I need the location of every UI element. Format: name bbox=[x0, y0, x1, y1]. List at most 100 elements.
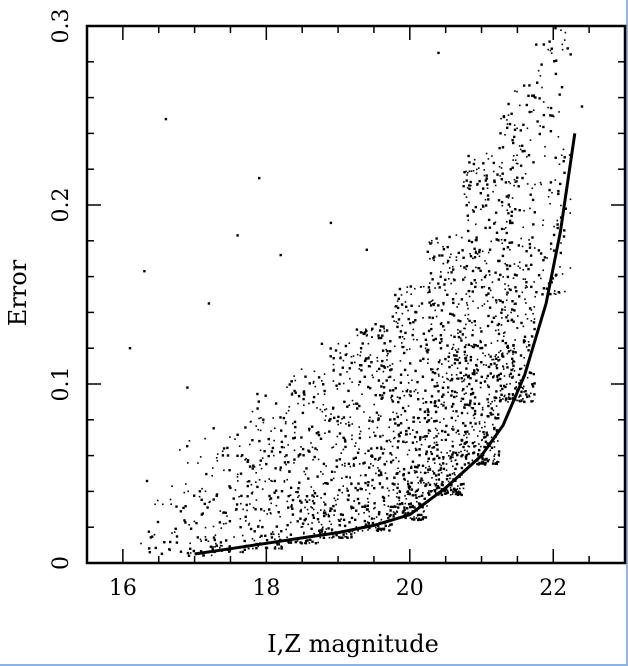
scatter-point bbox=[437, 304, 440, 307]
scatter-point bbox=[450, 405, 454, 408]
scatter-point bbox=[312, 459, 314, 461]
scatter-point bbox=[484, 425, 486, 428]
scatter-point bbox=[499, 384, 503, 387]
scatter-point bbox=[276, 496, 280, 499]
scatter-point bbox=[537, 249, 541, 252]
scatter-point bbox=[471, 392, 474, 396]
scatter-point bbox=[463, 171, 466, 174]
scatter-point bbox=[523, 357, 525, 359]
scatter-point bbox=[451, 445, 454, 448]
scatter-point bbox=[532, 321, 536, 324]
scatter-point bbox=[517, 244, 520, 247]
scatter-point bbox=[290, 380, 292, 383]
scatter-point bbox=[398, 460, 400, 463]
scatter-point bbox=[529, 254, 533, 257]
scatter-point bbox=[488, 226, 492, 229]
scatter-point bbox=[388, 529, 391, 532]
scatter-point bbox=[364, 504, 366, 507]
scatter-point bbox=[517, 265, 520, 267]
scatter-point bbox=[419, 345, 423, 348]
scatter-point bbox=[508, 181, 510, 183]
scatter-point bbox=[522, 123, 525, 126]
scatter-point bbox=[433, 304, 435, 307]
scatter-point bbox=[389, 440, 392, 443]
scatter-point bbox=[397, 496, 401, 499]
scatter-point bbox=[307, 523, 309, 526]
scatter-point bbox=[462, 388, 465, 391]
scatter-point bbox=[382, 386, 386, 389]
scatter-point bbox=[235, 509, 237, 511]
scatter-point bbox=[422, 332, 425, 335]
scatter-point bbox=[465, 170, 467, 173]
scatter-point bbox=[270, 536, 274, 539]
scatter-point bbox=[432, 338, 435, 342]
scatter-point bbox=[513, 370, 516, 372]
scatter-point bbox=[243, 539, 246, 543]
scatter-point bbox=[444, 438, 447, 442]
scatter-point bbox=[329, 355, 332, 358]
scatter-point bbox=[346, 371, 348, 373]
scatter-point bbox=[450, 282, 452, 285]
scatter-point bbox=[332, 446, 335, 448]
scatter-point bbox=[398, 490, 401, 494]
scatter-point bbox=[409, 433, 411, 435]
scatter-point bbox=[516, 176, 519, 179]
scatter-point bbox=[427, 362, 429, 364]
scatter-point bbox=[394, 345, 396, 348]
scatter-point bbox=[478, 248, 481, 252]
scatter-point bbox=[458, 444, 461, 446]
scatter-point bbox=[444, 357, 447, 361]
scatter-point bbox=[246, 509, 248, 512]
scatter-point bbox=[532, 372, 535, 376]
scatter-point bbox=[374, 323, 377, 326]
scatter-point bbox=[420, 477, 423, 480]
scatter-point bbox=[241, 534, 244, 537]
scatter-point bbox=[418, 305, 420, 307]
scatter-point bbox=[347, 494, 350, 497]
scatter-point bbox=[474, 205, 477, 209]
scatter-point bbox=[550, 248, 552, 250]
scatter-point bbox=[486, 324, 490, 328]
scatter-point bbox=[308, 382, 311, 385]
scatter-point bbox=[387, 505, 389, 508]
scatter-point bbox=[505, 195, 508, 198]
scatter-point bbox=[427, 481, 430, 484]
scatter-point bbox=[431, 490, 434, 492]
scatter-point bbox=[478, 423, 481, 425]
scatter-point bbox=[493, 399, 496, 402]
scatter-point bbox=[419, 495, 421, 498]
scatter-point bbox=[528, 239, 530, 241]
scatter-point bbox=[279, 468, 281, 471]
scatter-point bbox=[393, 505, 396, 507]
scatter-point bbox=[308, 499, 311, 501]
scatter-point bbox=[359, 347, 363, 350]
scatter-point bbox=[500, 393, 503, 396]
scatter-point bbox=[511, 376, 514, 379]
scatter-point bbox=[273, 491, 276, 494]
scatter-point bbox=[479, 381, 482, 385]
scatter-point bbox=[416, 500, 418, 503]
scatter-point bbox=[514, 302, 517, 305]
scatter-point bbox=[453, 362, 457, 365]
scatter-point bbox=[353, 532, 356, 534]
scatter-point bbox=[392, 515, 395, 518]
scatter-point bbox=[470, 281, 472, 284]
scatter-point bbox=[450, 460, 453, 462]
scatter-point bbox=[434, 287, 436, 289]
scatter-point bbox=[302, 454, 305, 457]
scatter-point bbox=[454, 488, 458, 492]
scatter-point bbox=[311, 494, 314, 497]
scatter-point bbox=[481, 204, 484, 206]
scatter-point bbox=[486, 300, 489, 302]
scatter-point bbox=[349, 377, 351, 380]
scatter-point bbox=[274, 546, 277, 548]
scatter-point bbox=[405, 305, 408, 308]
scatter-point bbox=[531, 111, 533, 113]
scatter-point bbox=[318, 529, 321, 532]
scatter-point bbox=[493, 180, 496, 184]
scatter-point bbox=[285, 421, 287, 423]
scatter-point bbox=[294, 540, 297, 544]
scatter-point bbox=[384, 524, 387, 527]
scatter-point bbox=[438, 469, 440, 471]
outlier-point bbox=[186, 386, 189, 389]
